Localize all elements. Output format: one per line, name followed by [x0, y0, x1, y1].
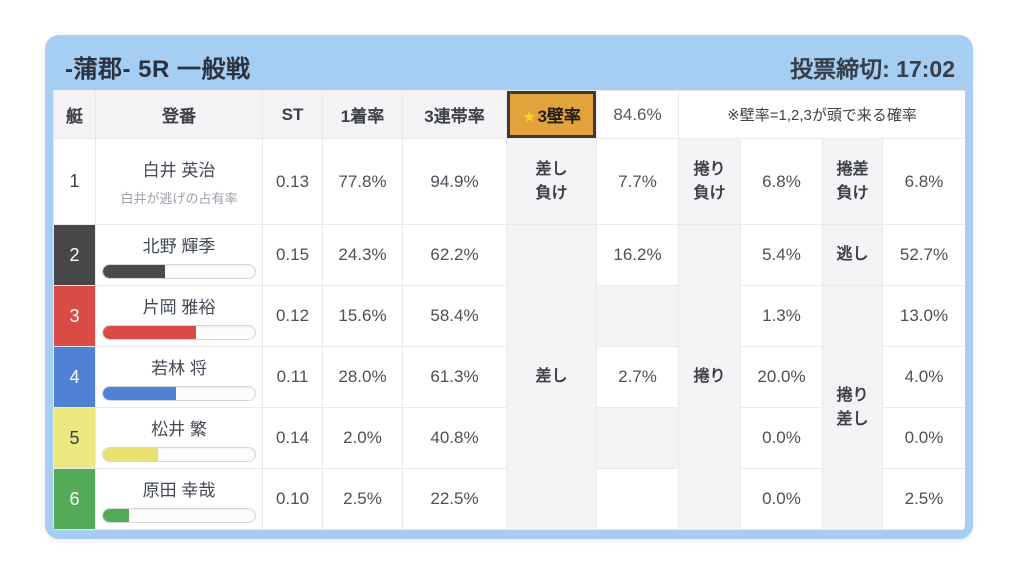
wall-rate-label: 3壁率 — [537, 107, 581, 126]
top3-rate-value: 94.9% — [402, 138, 507, 225]
boat-number-3: 3 — [53, 285, 96, 347]
col-header-st: ST — [262, 90, 323, 139]
boat-number-2: 2 — [53, 224, 96, 286]
stat-bar — [102, 263, 256, 279]
stat-bar — [102, 324, 256, 340]
first-rate-value: 2.0% — [322, 407, 403, 469]
tactic-value: 2.7% — [596, 346, 679, 408]
stat-bar — [102, 446, 256, 462]
col-header-first-rate: 1着率 — [322, 90, 403, 139]
tactic-value: 5.4% — [740, 224, 823, 286]
racer-row-6: 6 原田 幸哉 0.10 2.5% 22.5% 0.0% 2.5% — [53, 468, 965, 530]
col-header-boat: 艇 — [53, 90, 96, 139]
racer-row-4: 4 若林 将 0.11 28.0% 61.3% 2.7% 20.0% 4.0% — [53, 346, 965, 408]
racer-name: 片岡 雅裕 — [142, 297, 216, 317]
racer-cell-6: 原田 幸哉 — [95, 468, 263, 530]
tactic-value: 20.0% — [740, 346, 823, 408]
race-card: -蒲郡- 5R 一般戦 投票締切: 17:02 艇 登番 ST 1着率 3連帯率… — [45, 35, 973, 539]
racer-row-1: 1 白井 英治 白井が逃げの占有率 0.13 77.8% 94.9% 差し 負け… — [53, 138, 965, 225]
first-rate-value: 24.3% — [322, 224, 403, 286]
st-value: 0.14 — [262, 407, 323, 469]
racer-row-5: 5 松井 繁 0.14 2.0% 40.8% 0.0% 0.0% — [53, 407, 965, 469]
racer-row-2: 2 北野 輝季 0.15 24.3% 62.2% 差し 16.2% 捲り 5.4… — [53, 224, 965, 530]
race-stats-table: 艇 登番 ST 1着率 3連帯率 ★3壁率 84.6% ※壁率=1,2,3が頭で… — [53, 90, 965, 530]
boat-number-6: 6 — [53, 468, 96, 530]
stat-bar — [102, 507, 256, 523]
stat-bar-fill — [103, 386, 176, 400]
st-value: 0.10 — [262, 468, 323, 530]
col-header-racer: 登番 — [95, 90, 263, 139]
tactic-value: 6.8% — [881, 138, 965, 225]
st-value: 0.13 — [262, 138, 323, 225]
tactic-value: 16.2% — [596, 224, 679, 286]
top3-rate-value: 61.3% — [402, 346, 507, 408]
stat-bar — [102, 385, 256, 401]
racer-name: 白井 英治 — [142, 161, 216, 180]
tactic-value: 6.8% — [740, 138, 823, 225]
racer-cell-4: 若林 将 — [95, 346, 263, 408]
racer-cell-5: 松井 繁 — [95, 407, 263, 469]
boat-number-5: 5 — [53, 407, 96, 469]
race-title: -蒲郡- 5R 一般戦 — [65, 56, 251, 83]
racer-name: 松井 繁 — [151, 419, 207, 439]
tactic-value: 13.0% — [881, 285, 965, 347]
tactic-value: 0.0% — [740, 407, 823, 469]
tactic-value: 1.3% — [740, 285, 823, 347]
first-rate-value: 2.5% — [322, 468, 403, 530]
tactic-label-sashi: 差し — [506, 224, 597, 530]
racer-cell-2: 北野 輝季 — [95, 224, 263, 286]
racer-name: 北野 輝季 — [142, 236, 216, 256]
tactic-label-sashi-make: 差し 負け — [506, 138, 597, 225]
st-value: 0.11 — [262, 346, 323, 408]
tactic-label-nigashi: 逃し — [822, 224, 883, 286]
top3-rate-value: 58.4% — [402, 285, 507, 347]
tactic-label-makurisashi-make: 捲差 負け — [822, 138, 883, 225]
tactic-label-makuri-make: 捲り 負け — [678, 138, 741, 225]
first-rate-value: 28.0% — [322, 346, 403, 408]
header-row: 艇 登番 ST 1着率 3連帯率 ★3壁率 84.6% ※壁率=1,2,3が頭で… — [53, 90, 965, 139]
wall-rate-note: ※壁率=1,2,3が頭で来る確率 — [677, 90, 965, 139]
tactic-value: 7.7% — [596, 138, 679, 225]
st-value: 0.12 — [262, 285, 323, 347]
tactic-value: 0.0% — [881, 407, 965, 469]
racer-row-3: 3 片岡 雅裕 0.12 15.6% 58.4% 1.3% 捲り 差し 13.0… — [53, 285, 965, 530]
tactic-value: 4.0% — [881, 346, 965, 408]
tactic-value: 0.0% — [740, 468, 823, 530]
voting-deadline: 投票締切: 17:02 — [790, 55, 955, 82]
top3-rate-value: 62.2% — [402, 224, 507, 286]
tactic-value: 2.5% — [881, 468, 965, 530]
racer-name: 原田 幸哉 — [142, 480, 216, 500]
racer-caption: 白井が逃げの占有率 — [120, 191, 238, 206]
wall-rate-header-button[interactable]: ★3壁率 — [506, 90, 597, 139]
tactic-label-makuri: 捲り — [678, 224, 741, 530]
st-value: 0.15 — [262, 224, 323, 286]
top3-rate-value: 22.5% — [402, 468, 507, 530]
racer-cell-3: 片岡 雅裕 — [95, 285, 263, 347]
top3-rate-value: 40.8% — [402, 407, 507, 469]
empty-cell — [596, 468, 679, 530]
stat-bar-fill — [103, 264, 166, 278]
racer-name: 若林 将 — [151, 358, 207, 378]
first-rate-value: 15.6% — [322, 285, 403, 347]
empty-cell — [596, 407, 679, 469]
wall-rate-value: 84.6% — [596, 90, 679, 139]
racer-cell-1: 白井 英治 白井が逃げの占有率 — [95, 138, 263, 225]
first-rate-value: 77.8% — [322, 138, 403, 225]
stat-bar-fill — [103, 447, 158, 461]
col-header-top3-rate: 3連帯率 — [402, 90, 507, 139]
stat-bar-fill — [103, 325, 196, 339]
empty-cell — [596, 285, 679, 347]
tactic-value: 52.7% — [881, 224, 965, 286]
stat-bar-fill — [103, 508, 129, 522]
card-header: -蒲郡- 5R 一般戦 投票締切: 17:02 — [53, 43, 965, 90]
tactic-label-makuri-sashi: 捲り 差し — [822, 285, 883, 530]
star-icon: ★ — [522, 109, 537, 126]
boat-number-4: 4 — [53, 346, 96, 408]
boat-number-1: 1 — [53, 138, 96, 225]
